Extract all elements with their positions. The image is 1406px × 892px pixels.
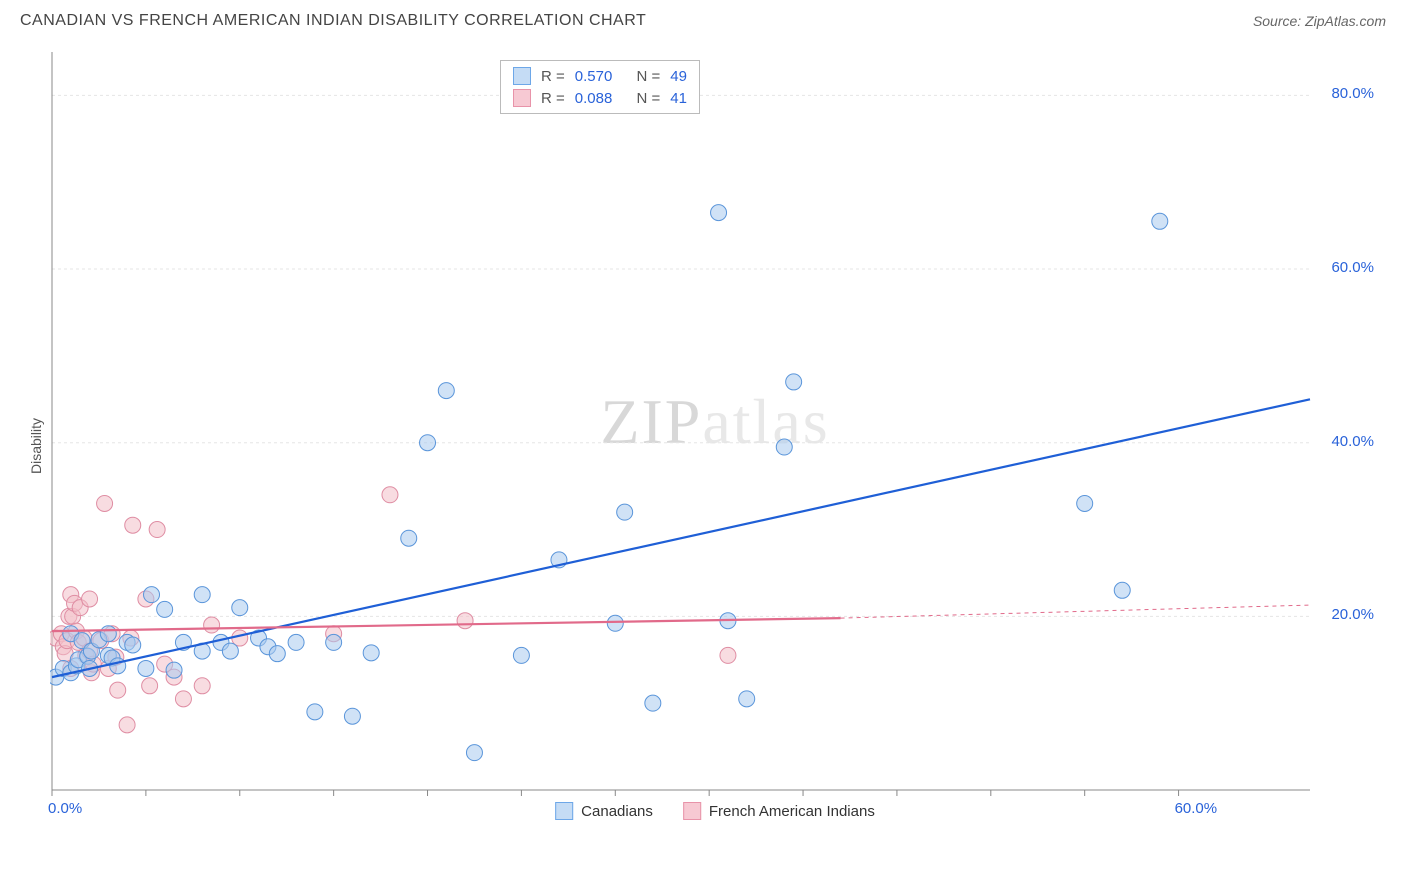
swatch-icon (513, 89, 531, 107)
stat-r-label: R = (541, 90, 565, 107)
y-tick-label: 40.0% (1331, 433, 1374, 450)
bottom-legend: Canadians French American Indians (549, 800, 881, 822)
legend-label: Canadians (581, 803, 653, 820)
swatch-icon (555, 802, 573, 820)
y-tick-label: 20.0% (1331, 606, 1374, 623)
stats-row: R = 0.570 N = 49 (513, 65, 687, 87)
y-axis-label: Disability (28, 418, 44, 474)
stats-row: R = 0.088 N = 41 (513, 87, 687, 109)
stat-n-label: N = (636, 68, 660, 85)
stat-n-label: N = (636, 90, 660, 107)
legend-item: French American Indians (683, 802, 875, 820)
stat-n-value: 41 (670, 90, 687, 107)
stat-r-label: R = (541, 68, 565, 85)
stat-n-value: 49 (670, 68, 687, 85)
stat-r-value: 0.088 (575, 90, 613, 107)
chart-title: CANADIAN VS FRENCH AMERICAN INDIAN DISAB… (20, 12, 646, 30)
y-tick-label: 80.0% (1331, 85, 1374, 102)
x-tick-label: 0.0% (48, 800, 82, 817)
x-tick-label: 60.0% (1175, 800, 1218, 817)
stats-box: R = 0.570 N = 49 R = 0.088 N = 41 (500, 60, 700, 114)
legend-label: French American Indians (709, 803, 875, 820)
chart-area: ZIPatlas R = 0.570 N = 49 R = 0.088 N = … (50, 52, 1380, 822)
stat-r-value: 0.570 (575, 68, 613, 85)
swatch-icon (513, 67, 531, 85)
scatter-plot (50, 52, 1380, 822)
y-tick-label: 60.0% (1331, 259, 1374, 276)
swatch-icon (683, 802, 701, 820)
chart-header: CANADIAN VS FRENCH AMERICAN INDIAN DISAB… (0, 0, 1406, 38)
legend-item: Canadians (555, 802, 653, 820)
chart-source: Source: ZipAtlas.com (1253, 13, 1386, 29)
